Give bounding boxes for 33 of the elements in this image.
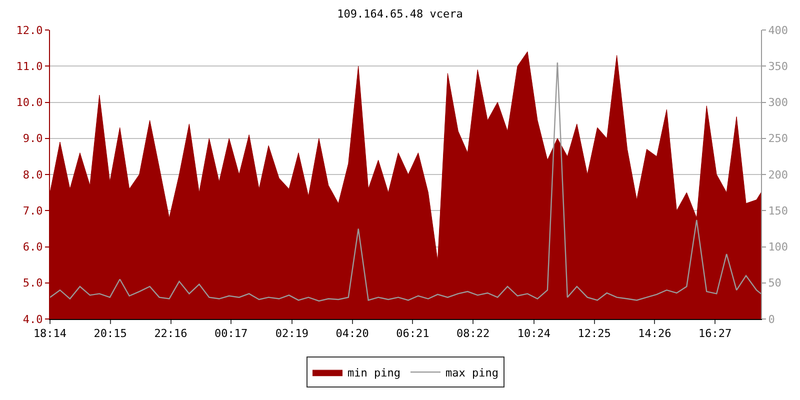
y-tick-label: 9.0 [22, 132, 43, 146]
chart-title: 109.164.65.48 vcera [337, 8, 463, 21]
x-tick-label: 06:21 [396, 327, 430, 340]
y-tick-label: 11.0 [16, 60, 43, 73]
y2-tick-label: 350 [768, 60, 788, 73]
y-tick-label: 6.0 [22, 240, 43, 254]
y2-tick-label: 150 [768, 204, 788, 218]
y2-tick-label: 400 [768, 24, 788, 37]
x-tick-label: 12:25 [578, 327, 611, 340]
x-tick-label: 16:27 [698, 327, 732, 340]
x-tick-label: 22:16 [154, 327, 188, 340]
y2-tick-label: 200 [768, 168, 788, 182]
y2-tick-label: 0 [768, 312, 775, 326]
x-tick-label: 00:17 [214, 327, 248, 340]
x-tick-label: 08:22 [456, 327, 490, 340]
x-tick-label: 20:15 [94, 327, 127, 340]
legend-label: min ping [348, 366, 400, 380]
legend-label: max ping [445, 366, 498, 380]
y-tick-label: 12.0 [16, 24, 43, 37]
y-tick-label: 7.0 [22, 204, 43, 218]
y-tick-label: 8.0 [22, 168, 43, 182]
x-tick-label: 18:14 [33, 327, 67, 340]
y-tick-label: 10.0 [16, 96, 43, 110]
y-tick-label: 4.0 [22, 312, 43, 326]
x-tick-label: 02:19 [275, 327, 309, 340]
x-tick-label: 04:20 [336, 327, 369, 340]
x-tick-label: 10:24 [517, 327, 551, 340]
y2-tick-label: 50 [768, 276, 782, 290]
y2-tick-label: 300 [768, 96, 788, 110]
y2-tick-label: 250 [768, 132, 788, 146]
y-tick-label: 5.0 [22, 276, 43, 290]
x-tick-label: 14:26 [638, 327, 672, 340]
y2-tick-label: 100 [768, 240, 788, 254]
